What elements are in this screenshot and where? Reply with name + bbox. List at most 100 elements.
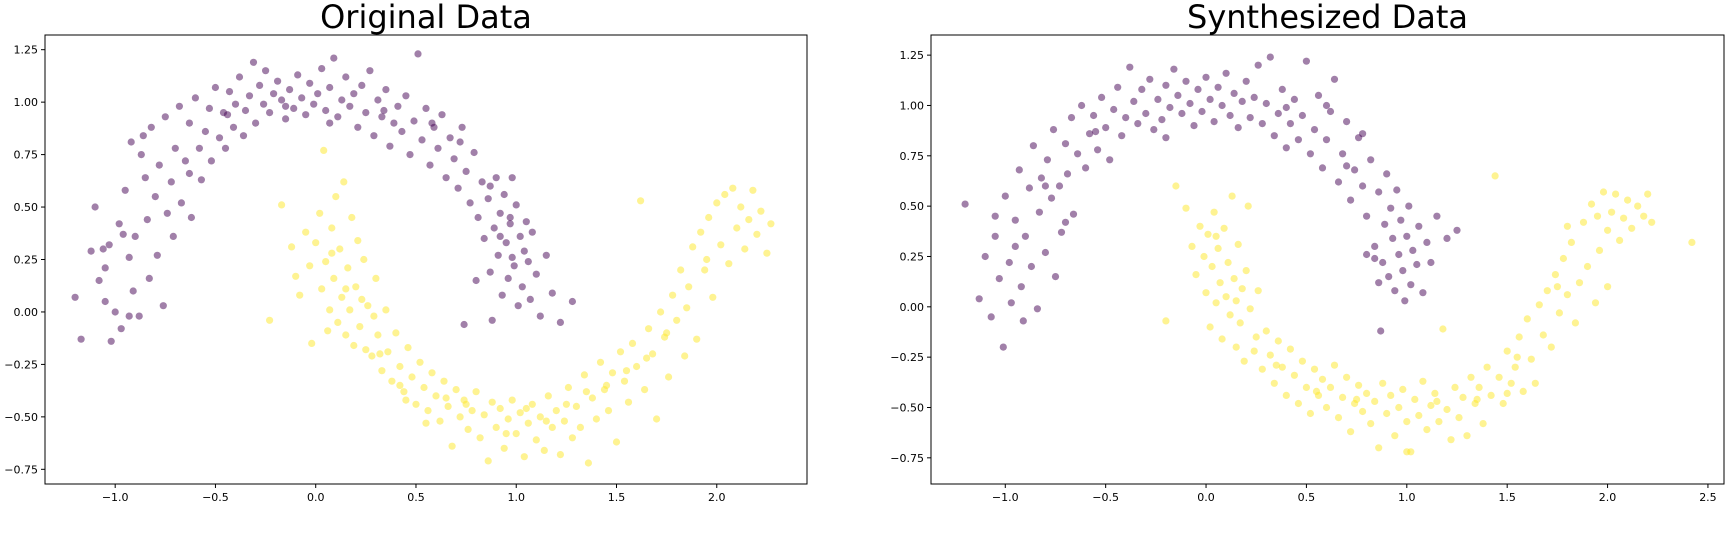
data-point-yellow <box>620 377 629 385</box>
data-point-purple <box>278 96 286 104</box>
data-point-purple <box>175 102 183 110</box>
data-point-purple <box>506 220 514 228</box>
data-point-purple <box>526 295 534 303</box>
data-point-purple <box>496 209 504 217</box>
data-point-yellow <box>1208 262 1216 271</box>
data-point-yellow <box>316 209 324 217</box>
scatter-plot-original: Original Data −1.0 −0.5 0.0 0.5 1.0 1.5 2.0 −0.7… <box>4 0 808 504</box>
data-point-purple <box>147 123 155 131</box>
data-point-yellow <box>374 331 382 339</box>
data-point-purple <box>1403 232 1411 240</box>
data-point-purple <box>1306 150 1314 158</box>
data-point-purple <box>1314 91 1323 99</box>
data-point-purple <box>1021 232 1029 240</box>
data-point-yellow <box>416 358 424 366</box>
data-point-yellow <box>400 388 408 396</box>
data-point-yellow <box>342 331 350 339</box>
data-point-purple <box>1326 107 1335 116</box>
data-point-purple <box>446 134 454 142</box>
data-point-yellow <box>396 362 404 371</box>
data-point-purple <box>382 86 390 94</box>
data-point-purple <box>1222 69 1230 77</box>
data-point-yellow <box>1236 319 1244 327</box>
data-point-purple <box>334 113 342 121</box>
data-point-yellow <box>1204 230 1212 238</box>
data-point-purple <box>490 224 498 232</box>
data-point-purple <box>1190 122 1198 130</box>
data-point-purple <box>456 138 464 146</box>
data-point-purple <box>231 100 240 108</box>
data-point-yellow <box>681 352 689 360</box>
data-point-yellow <box>302 228 310 236</box>
data-point-purple <box>492 174 500 182</box>
data-point-purple <box>262 67 270 75</box>
x-tick-label: 1.5 <box>1498 491 1516 504</box>
data-point-yellow <box>1232 297 1240 305</box>
data-point-purple <box>458 123 466 131</box>
data-point-purple <box>1322 101 1331 110</box>
x-tick-label: 0.5 <box>1298 491 1316 504</box>
data-point-yellow <box>1604 226 1612 234</box>
data-point-yellow <box>612 438 621 446</box>
data-point-yellow <box>749 186 757 194</box>
data-point-yellow <box>1495 373 1503 381</box>
data-point-yellow <box>757 207 765 215</box>
data-point-purple <box>211 83 219 92</box>
data-point-purple <box>326 83 334 92</box>
data-point-purple <box>1334 178 1343 186</box>
data-point-yellow <box>582 388 591 396</box>
data-point-yellow <box>1242 267 1250 275</box>
data-point-purple <box>524 258 532 266</box>
data-point-yellow <box>1439 325 1447 333</box>
data-point-purple <box>366 67 374 75</box>
data-point-yellow <box>516 409 524 417</box>
data-point-purple <box>1092 128 1100 136</box>
data-point-purple <box>195 144 203 152</box>
data-point-yellow <box>456 413 464 421</box>
data-point-purple <box>282 102 290 110</box>
data-point-purple <box>127 138 135 146</box>
data-point-yellow <box>1543 287 1551 295</box>
data-point-yellow <box>1326 383 1335 391</box>
x-tick-label: −0.5 <box>202 491 229 504</box>
data-point-purple <box>282 115 290 123</box>
data-point-yellow <box>1475 383 1483 391</box>
data-point-purple <box>1178 109 1186 118</box>
data-point-purple <box>1270 132 1278 140</box>
data-point-purple <box>1094 146 1102 154</box>
data-point-purple <box>1047 194 1056 202</box>
data-point-yellow <box>1595 246 1604 254</box>
data-point-yellow <box>1583 262 1592 271</box>
data-point-purple <box>520 247 528 255</box>
data-point-yellow <box>376 350 384 358</box>
data-point-yellow <box>288 243 296 251</box>
data-point-yellow <box>608 369 617 377</box>
data-point-purple <box>398 127 406 136</box>
data-point-yellow <box>512 430 520 438</box>
data-point-purple <box>362 109 370 117</box>
data-point-purple <box>1001 192 1009 200</box>
data-point-yellow <box>685 283 693 291</box>
data-point-yellow <box>504 415 512 423</box>
data-point-purple <box>241 106 250 115</box>
data-point-purple <box>480 234 488 243</box>
x-tick-label: 1.0 <box>507 491 525 504</box>
data-point-yellow <box>1539 331 1547 339</box>
data-point-purple <box>556 318 565 326</box>
y-tick-label: 0.00 <box>900 301 925 314</box>
data-point-purple <box>418 136 426 144</box>
data-point-purple <box>249 58 258 66</box>
data-point-yellow <box>444 402 452 410</box>
data-point-yellow <box>292 272 300 280</box>
data-point-purple <box>1395 250 1403 259</box>
data-point-purple <box>426 161 434 169</box>
data-point-yellow <box>689 243 697 251</box>
data-point-purple <box>1443 234 1451 242</box>
data-point-yellow <box>1172 182 1180 190</box>
data-point-yellow <box>448 442 456 450</box>
data-point-yellow <box>1419 377 1427 385</box>
data-point-yellow <box>1278 363 1286 371</box>
data-point-purple <box>1055 182 1064 190</box>
data-point-purple <box>460 320 468 329</box>
data-point-yellow <box>1511 363 1519 371</box>
